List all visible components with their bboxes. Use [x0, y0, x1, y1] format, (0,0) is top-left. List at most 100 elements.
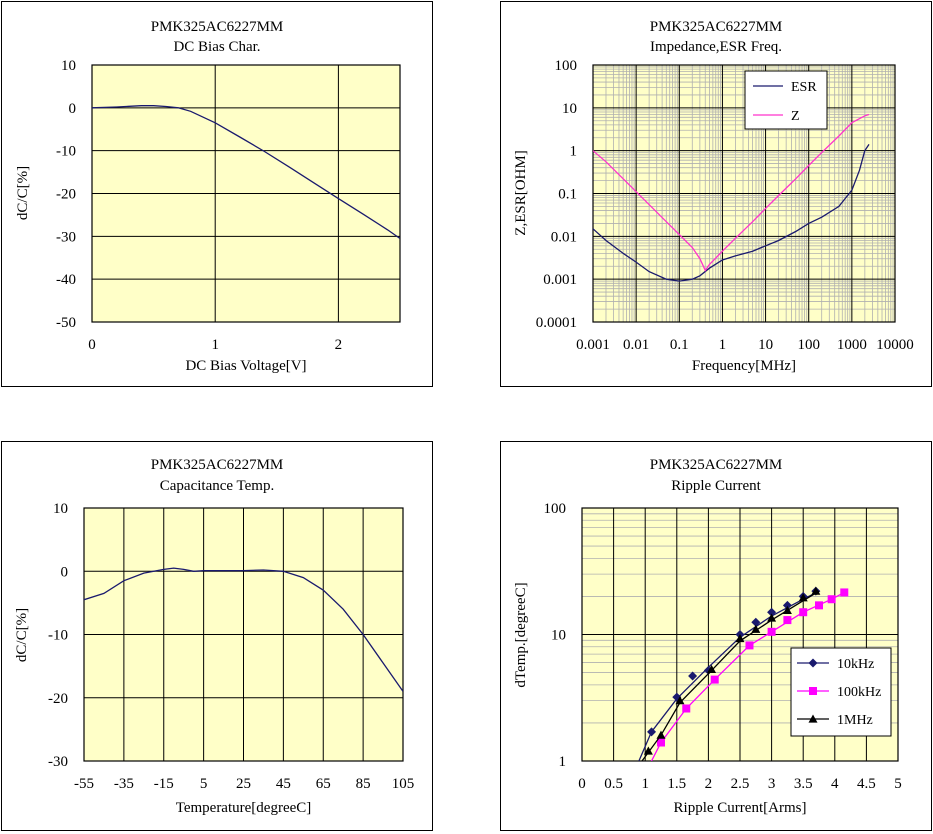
data-point: [656, 730, 666, 739]
chart-subtitle: Ripple Current: [671, 478, 761, 494]
x-tick-label: 65: [316, 776, 331, 792]
data-point: [783, 616, 792, 625]
legend-box: [744, 70, 828, 130]
y-tick-label: -50: [56, 315, 76, 331]
impedance-chart-svg: 0.001 0.01 0.1 1 10 100 1000 10000 100 10 1 0.1 0.01…: [513, 58, 914, 374]
data-point: [643, 746, 653, 755]
x-tick-label: 0.5: [604, 776, 623, 792]
x-tick-label: 4: [831, 776, 839, 792]
x-tick-label: 1000: [837, 337, 867, 353]
data-point: [745, 641, 754, 650]
y-tick-label: 0.001: [543, 272, 577, 288]
data-point: [798, 593, 808, 602]
data-point: [657, 738, 665, 747]
chart-subtitle: Capacitance Temp.: [159, 478, 275, 494]
plot-frame: [83, 507, 404, 762]
y-tick-label: -20: [48, 691, 68, 707]
x-tick-label: 10: [758, 337, 773, 353]
y-tick-label: 1: [570, 144, 578, 160]
series-group: [638, 586, 849, 761]
x-tick-label: 2.5: [731, 776, 750, 792]
x-tick-label: 100: [797, 337, 820, 353]
y-tick-label: 0.1: [558, 187, 577, 203]
series-line-series0: [92, 105, 400, 240]
data-point: [799, 608, 808, 617]
y-tick-label: -40: [56, 272, 76, 288]
chart-subtitle: Impedance,ESR Freq.: [649, 39, 783, 55]
x-axis-label: Ripple Current[Arms]: [674, 800, 807, 816]
legend-marker: [809, 687, 817, 695]
data-point: [767, 627, 776, 636]
data-point: [647, 727, 657, 737]
data-point: [707, 664, 717, 673]
x-tick-label: 4.5: [857, 776, 876, 792]
x-tick-label: 1: [641, 776, 649, 792]
chart-title: PMK325AC6227MM: [150, 19, 284, 35]
x-tick-label: 2: [705, 776, 713, 792]
series-line-1mhz: [641, 590, 820, 761]
series-group: [92, 105, 400, 240]
y-tick-label: 10: [53, 501, 68, 517]
data-point: [767, 613, 777, 622]
data-point: [703, 665, 713, 675]
chart-title: PMK325AC6227MM: [649, 457, 783, 473]
data-point: [751, 624, 761, 633]
x-tick-label: 85: [356, 776, 371, 792]
data-point: [735, 633, 745, 643]
series-group: [84, 567, 403, 692]
x-tick-label: 5: [894, 776, 902, 792]
x-tick-label: 0.01: [623, 337, 649, 353]
y-tick-label: -10: [48, 628, 68, 644]
series-line-z: [593, 113, 870, 272]
data-point: [751, 617, 761, 627]
plot-frame: [592, 64, 896, 323]
y-tick-label: 0: [61, 564, 69, 580]
y-tick-label: 0.0001: [536, 315, 577, 331]
x-tick-label: 0.1: [670, 337, 689, 353]
y-axis-label: dC/C[%]: [14, 608, 30, 662]
series-group: [593, 113, 870, 282]
y-tick-label: 0.01: [551, 229, 577, 245]
y-axis-label: dTemp.[degreeC]: [513, 582, 529, 687]
dc-bias-chart-svg: 0 1 2 10 0 -10 -20 -30 -40 -50 DC Bias Voltage[V] d…: [15, 58, 401, 374]
x-tick-label: 0: [578, 776, 586, 792]
x-tick-label: 1.5: [667, 776, 686, 792]
chart-panel-dc-bias: PMK325AC6227MM DC Bias Char. 0 1 2 10 0 -10 -2…: [1, 1, 433, 387]
data-point: [675, 696, 685, 705]
x-tick-label: 25: [236, 776, 251, 792]
plot-frame: [581, 507, 899, 762]
x-tick-label: 0: [88, 337, 96, 353]
y-tick-label: 100: [544, 501, 567, 517]
x-tick-label: 3.5: [794, 776, 813, 792]
y-tick-label: 0: [69, 101, 77, 117]
y-tick-label: 100: [555, 58, 578, 74]
x-tick-label: 3: [768, 776, 776, 792]
legend-label: 1MHz: [837, 713, 873, 728]
x-tick-label: 1: [719, 337, 727, 353]
cap-temp-chart-svg: -55 -35 -15 5 25 45 65 85 105 10 0 -10 -20 -30 Tempera…: [14, 501, 414, 816]
plot-frame: [91, 64, 401, 323]
ripple-chart-svg: 0 0.5 1 1.5 2 2.5 3 3.5 4 4.5 5 100 10 1 Ripple Curren…: [513, 501, 902, 816]
chart-subtitle: DC Bias Char.: [173, 39, 261, 55]
x-tick-label: 45: [276, 776, 291, 792]
chart-panel-ripple: PMK325AC6227MM Ripple Current 0 0.5 1 1.5 2 2…: [500, 441, 932, 831]
x-tick-label: 5: [200, 776, 208, 792]
data-point: [811, 586, 821, 595]
y-tick-label: 1: [559, 754, 567, 770]
legend-label: Z: [791, 109, 800, 124]
x-tick-label: -35: [114, 776, 134, 792]
data-point: [682, 704, 691, 713]
y-tick-label: 10: [61, 58, 76, 74]
data-point: [815, 601, 823, 610]
legend-label: 10kHz: [837, 657, 874, 672]
series-line-series0: [84, 567, 403, 692]
series-line-esr: [593, 144, 870, 282]
legend-label: ESR: [791, 80, 817, 95]
legend-label: 100kHz: [837, 685, 881, 700]
data-point: [767, 607, 777, 617]
y-tick-label: -30: [56, 229, 76, 245]
y-tick-label: -10: [56, 144, 76, 160]
data-point: [782, 600, 792, 610]
chart-panel-impedance: PMK325AC6227MM Impedance,ESR Freq. 0.001…: [500, 1, 932, 387]
y-axis-label: dC/C[%]: [15, 166, 31, 220]
